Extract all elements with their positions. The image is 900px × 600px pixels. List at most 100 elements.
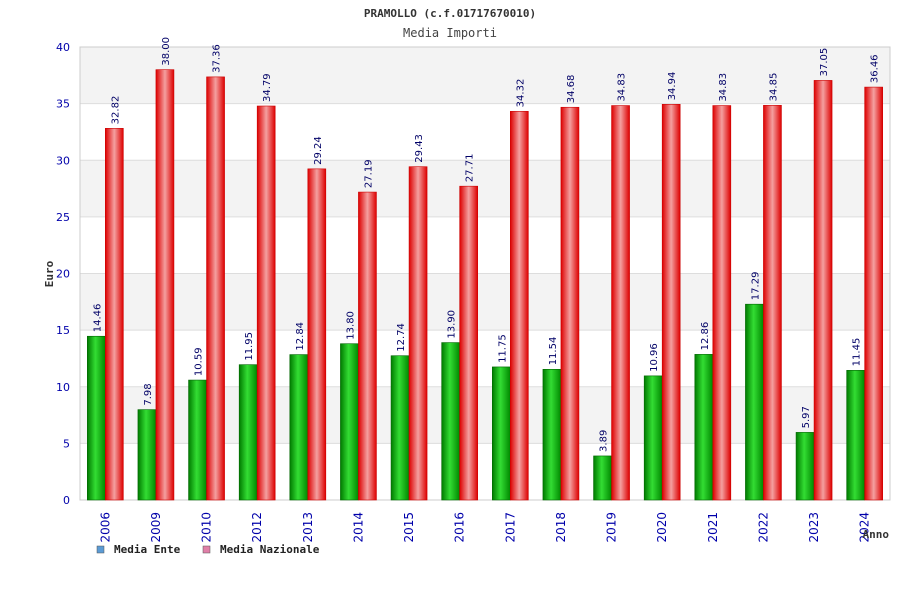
x-tick-label: 2015: [402, 512, 416, 543]
bar-media-ente: [390, 355, 410, 501]
data-label: 27.71: [465, 154, 476, 183]
data-label: 10.96: [649, 343, 660, 372]
bar-media-ente: [694, 354, 714, 501]
bar-media-ente: [441, 342, 460, 501]
bar-media-nazionale: [105, 128, 124, 501]
x-tick-label: 2022: [756, 512, 770, 543]
x-tick-label: 2012: [250, 512, 264, 543]
data-label: 34.85: [768, 73, 779, 102]
data-label: 32.82: [110, 96, 121, 125]
data-label: 12.86: [700, 322, 711, 351]
x-tick-label: 2018: [554, 512, 568, 543]
data-label: 14.46: [92, 304, 103, 333]
x-axis-ticks: 2006 2009 2010 2012 2013 2014 2015 2016 2017 2018…: [98, 512, 871, 543]
bar-media-nazionale: [763, 105, 782, 501]
bar-media-nazionale: [408, 166, 428, 501]
y-tick-label: 5: [63, 437, 70, 450]
bar-media-nazionale: [864, 86, 883, 501]
legend: Media Ente Media Nazionale: [96, 543, 320, 556]
bar-media-nazionale: [459, 185, 478, 501]
data-label: 13.90: [447, 310, 458, 339]
bar-media-nazionale: [661, 104, 681, 501]
y-tick-label: 20: [56, 268, 70, 281]
bar-media-ente: [340, 343, 359, 501]
x-tick-label: 2024: [858, 512, 872, 543]
data-label: 34.68: [566, 75, 577, 104]
bar-media-ente: [238, 364, 258, 501]
data-label: 36.46: [870, 54, 881, 83]
x-axis-label: Anno: [863, 528, 890, 541]
legend-swatch: [96, 545, 105, 554]
bar-media-nazionale: [256, 105, 276, 501]
y-axis-label: Euro: [43, 260, 56, 287]
bar-media-nazionale: [155, 69, 175, 501]
data-label: 11.75: [497, 334, 508, 363]
x-tick-label: 2021: [706, 512, 720, 543]
y-tick-label: 10: [56, 381, 70, 394]
y-tick-label: 25: [56, 211, 70, 224]
y-tick-label: 40: [56, 41, 70, 54]
data-label: 12.74: [396, 323, 407, 352]
x-tick-label: 2013: [301, 512, 315, 543]
chart-subtitle: Media Importi: [403, 26, 497, 40]
data-label: 29.43: [414, 134, 425, 163]
bar-media-nazionale: [560, 106, 580, 501]
bar-media-nazionale: [206, 76, 225, 501]
bars-group: [87, 69, 883, 501]
x-tick-label: 2014: [351, 512, 365, 543]
data-label: 29.24: [313, 136, 324, 165]
bar-media-ente: [188, 379, 207, 501]
x-tick-label: 2023: [807, 512, 821, 543]
data-label: 10.59: [194, 347, 205, 376]
bar-media-nazionale: [611, 105, 630, 501]
data-label: 12.84: [295, 322, 306, 351]
y-tick-label: 30: [56, 154, 70, 167]
bar-media-nazionale: [712, 105, 732, 501]
chart-title: PRAMOLLO (c.f.01717670010): [364, 7, 536, 20]
data-label: 7.98: [143, 383, 154, 405]
data-labels: 14.46 32.82 7.98 38.00 10.59 37.36 11.95 34.79 1…: [92, 37, 880, 452]
bar-media-ente: [542, 369, 562, 501]
bar-media-nazionale: [813, 80, 833, 501]
bar-media-nazionale: [358, 191, 377, 501]
data-label: 37.05: [819, 48, 830, 77]
x-tick-label: 2006: [98, 512, 112, 543]
data-label: 34.83: [718, 73, 729, 102]
data-label: 11.54: [548, 337, 559, 366]
x-tick-label: 2019: [605, 512, 619, 543]
bar-media-ente: [492, 366, 511, 501]
legend-swatch: [202, 545, 211, 554]
bar-media-ente: [745, 303, 764, 501]
data-label: 11.45: [852, 338, 863, 367]
y-tick-label: 0: [63, 494, 70, 507]
y-tick-label: 15: [56, 324, 70, 337]
bar-media-ente: [795, 432, 815, 501]
bar-media-ente: [289, 354, 309, 501]
y-axis-ticks: 0 5 10 15 20 25 30 35 40: [56, 41, 70, 507]
data-label: 17.29: [750, 272, 761, 301]
data-label: 34.94: [667, 72, 678, 101]
legend-label: Media Ente: [114, 543, 181, 556]
x-tick-label: 2020: [655, 512, 669, 543]
data-label: 34.32: [515, 79, 526, 108]
bar-media-ente: [593, 455, 612, 501]
x-tick-label: 2010: [200, 512, 214, 543]
data-label: 27.19: [363, 159, 374, 188]
bar-media-ente: [137, 409, 157, 501]
bar-media-nazionale: [307, 168, 327, 501]
plot-frame: [79, 46, 891, 501]
bar-media-ente: [643, 375, 663, 501]
data-label: 34.79: [262, 73, 273, 102]
data-label: 34.83: [617, 73, 628, 102]
data-label: 5.97: [801, 406, 812, 428]
data-label: 11.95: [244, 332, 255, 361]
bar-media-nazionale: [510, 111, 529, 501]
x-tick-label: 2016: [453, 512, 467, 543]
data-label: 13.80: [345, 311, 356, 340]
y-tick-label: 35: [56, 98, 70, 111]
x-tick-label: 2009: [149, 512, 163, 543]
bar-media-ente: [87, 335, 106, 501]
x-tick-label: 2017: [503, 512, 517, 543]
data-label: 3.89: [599, 430, 610, 452]
